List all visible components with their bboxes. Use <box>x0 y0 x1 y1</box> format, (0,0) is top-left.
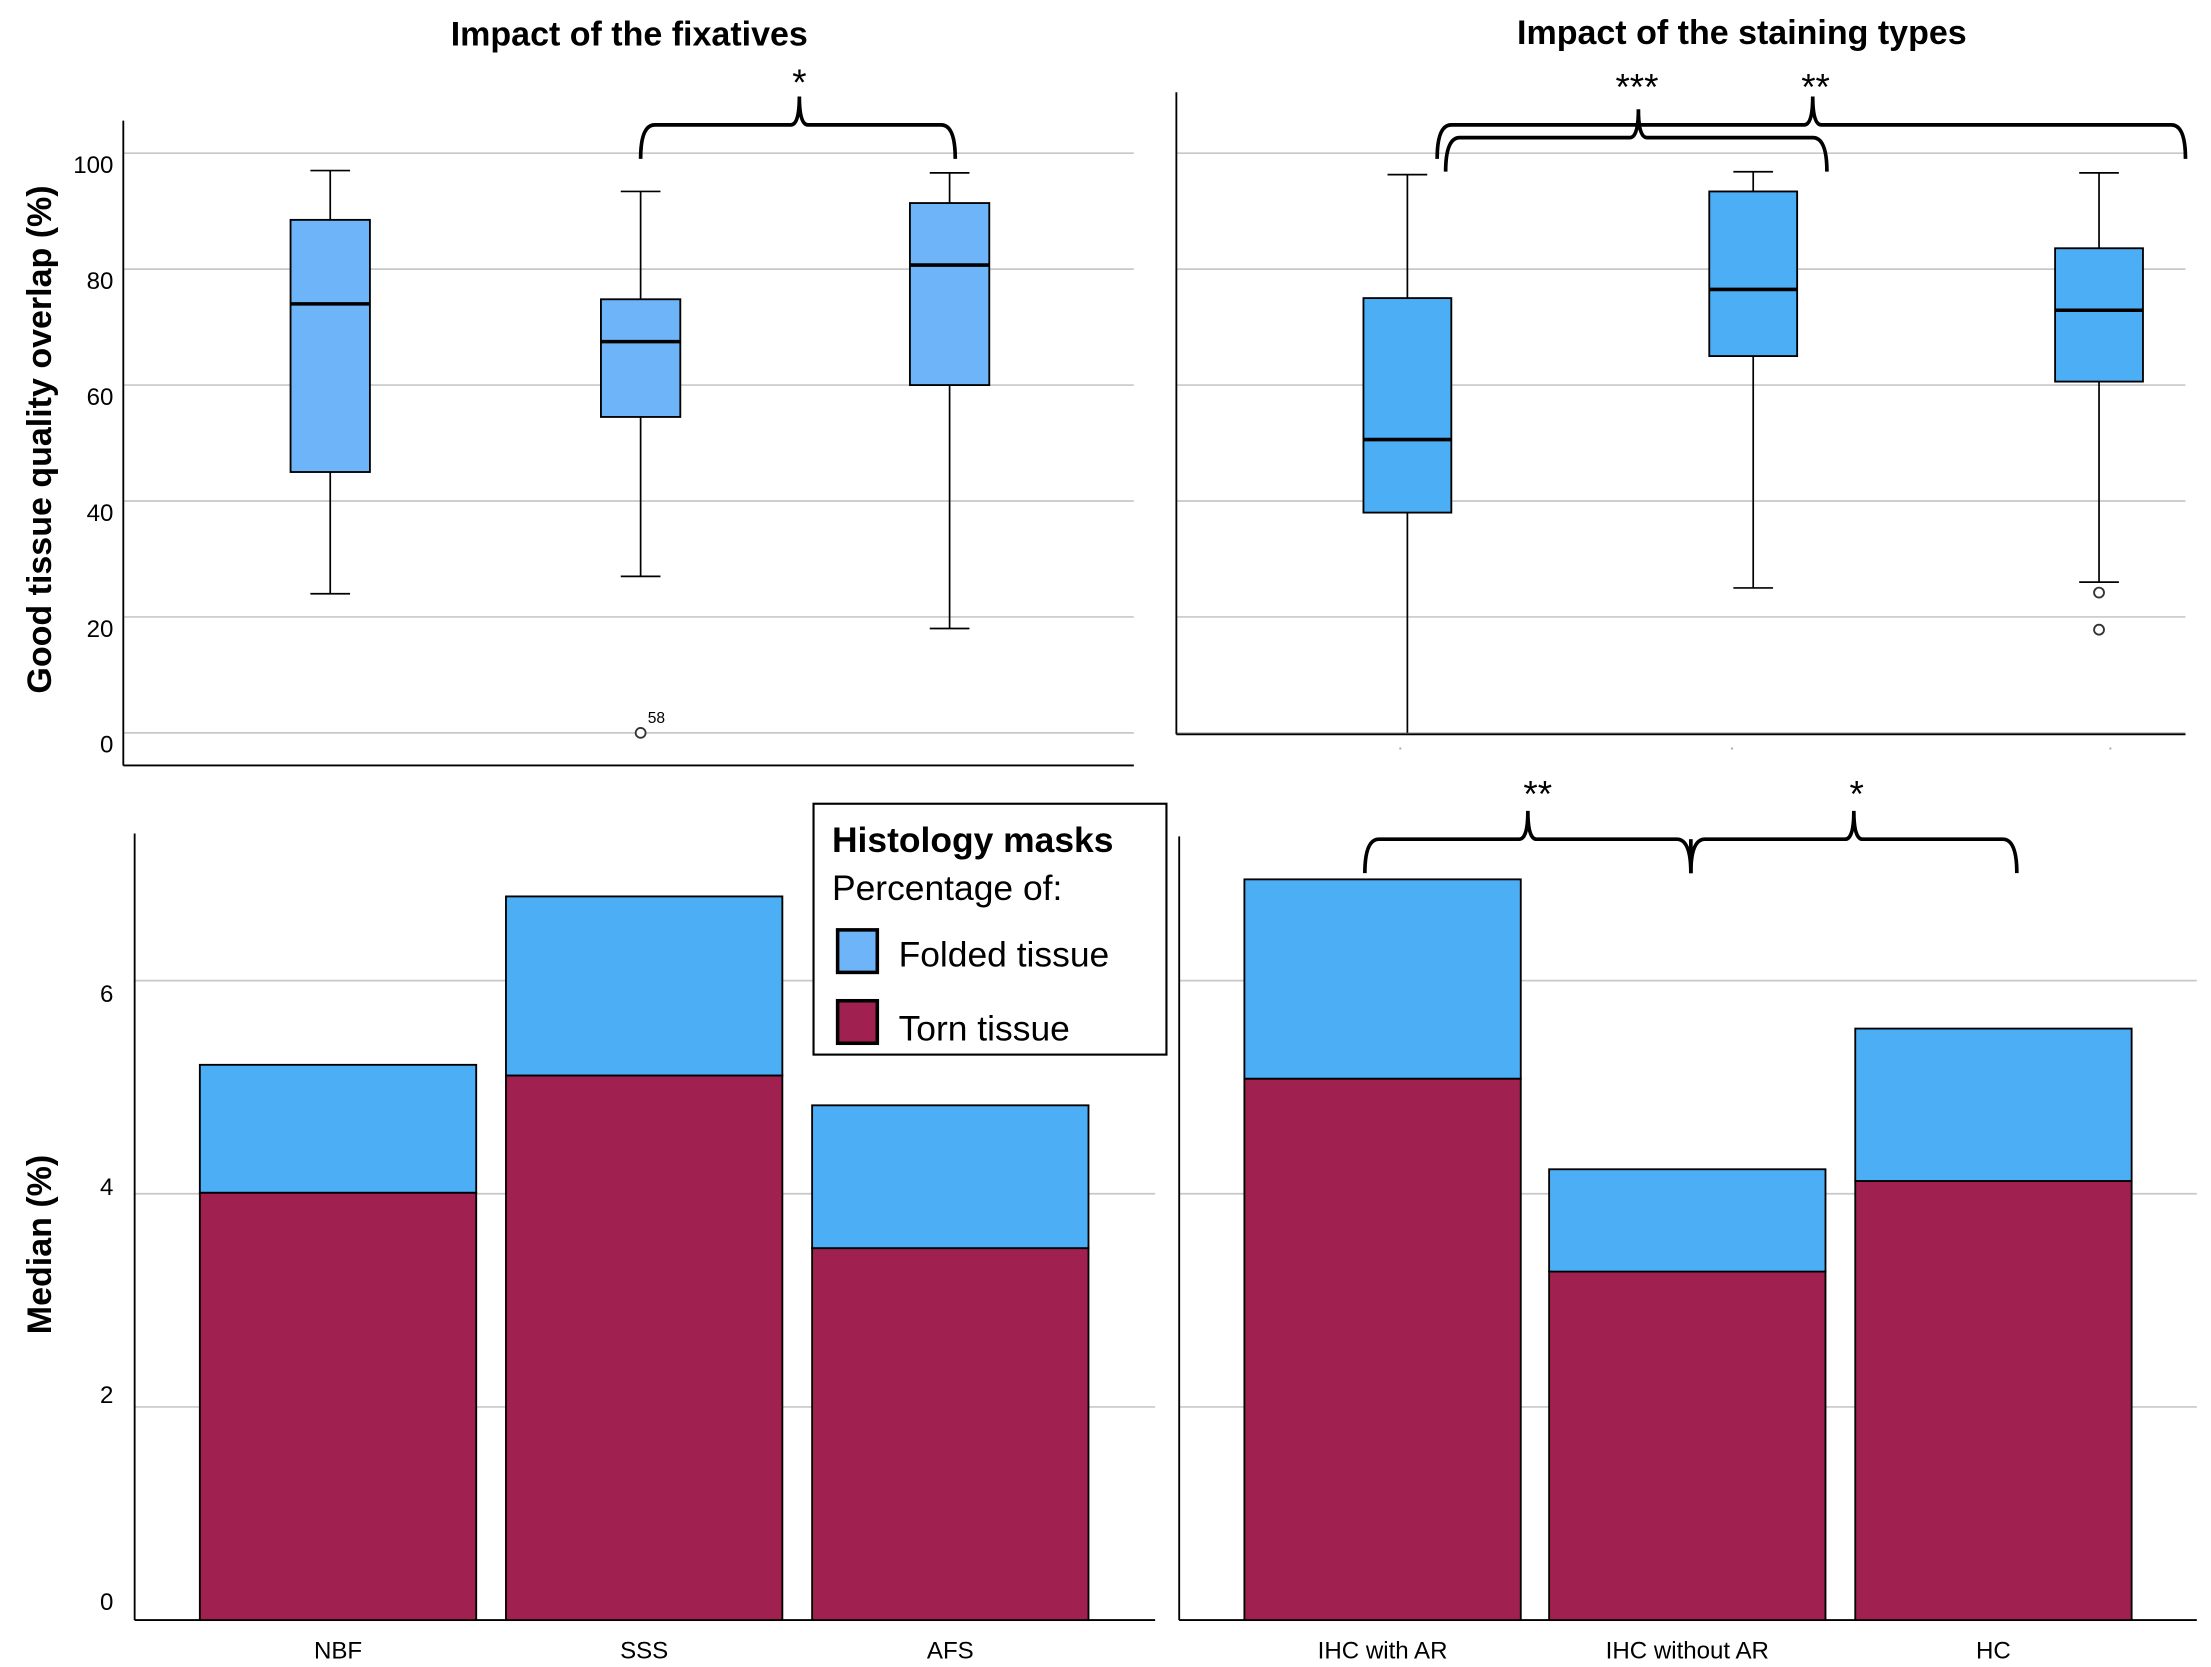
y-tick-label: 0 <box>100 1589 113 1616</box>
y-tick-label: 20 <box>87 616 114 643</box>
bar-folded-AFS <box>811 1104 1090 1250</box>
significance-label: ** <box>1801 66 1830 107</box>
legend: Histology masks Percentage of: Folded ti… <box>812 802 1168 1056</box>
legend-label-torn: Torn tissue <box>899 1008 1070 1048</box>
y-axis-label-overlap: Good tissue quality overlap (%) <box>21 185 59 693</box>
y-tick-label: 60 <box>87 384 114 411</box>
bar-torn-AFS <box>811 1247 1090 1622</box>
legend-label-folded: Folded tissue <box>899 935 1110 975</box>
y-tick-label: 80 <box>87 268 114 295</box>
box-AFS <box>908 202 991 386</box>
outlier-point <box>2093 623 2105 636</box>
outlier-label: 58 <box>648 710 665 727</box>
significance-bracket <box>1689 810 2019 874</box>
bar-folded-NBF <box>198 1063 478 1194</box>
box-HC <box>2054 247 2144 383</box>
box-IHC-without-AR <box>1708 190 1799 358</box>
significance-bracket <box>1443 109 1829 172</box>
box-NBF <box>289 218 371 473</box>
outlier-point <box>634 726 647 739</box>
legend-swatch-torn <box>835 998 880 1046</box>
significance-bracket <box>1363 810 1693 874</box>
x-tick-mark <box>2109 747 2112 750</box>
y-tick-label: 6 <box>100 981 113 1008</box>
bar-torn-IHC-with-AR <box>1243 1077 1522 1622</box>
x-tick-label: SSS <box>620 1637 668 1664</box>
y-tick-label: 0 <box>100 732 113 759</box>
significance-label: * <box>1850 774 1864 815</box>
y-tick-label: 40 <box>87 500 114 527</box>
box-IHC-with-AR <box>1362 297 1453 514</box>
box-SSS <box>600 298 682 418</box>
significance-label: ** <box>1523 774 1552 815</box>
bar-folded-HC <box>1854 1027 2133 1182</box>
bar-torn-HC <box>1854 1180 2133 1622</box>
bar-torn-SSS <box>505 1074 784 1622</box>
bar-folded-SSS <box>505 895 784 1077</box>
legend-subtitle: Percentage of: <box>832 868 1062 908</box>
outlier-point <box>2093 586 2105 599</box>
x-tick-label: AFS <box>927 1637 974 1664</box>
bar-folded-IHC-with-AR <box>1243 878 1522 1080</box>
x-tick-label: HC <box>1976 1637 2011 1664</box>
bar-folded-IHC-without-AR <box>1548 1168 1827 1273</box>
y-tick-label: 2 <box>100 1382 113 1409</box>
significance-bracket <box>1435 96 2188 159</box>
title-staining: Impact of the staining types <box>1517 14 1967 52</box>
significance-label: * <box>792 62 806 103</box>
legend-title: Histology masks <box>832 820 1114 860</box>
x-tick-mark <box>1730 747 1734 750</box>
x-tick-label: NBF <box>314 1637 362 1664</box>
y-tick-label: 100 <box>73 152 113 179</box>
x-tick-mark <box>1399 747 1402 750</box>
x-tick-label: IHC without AR <box>1606 1637 1769 1664</box>
significance-label: *** <box>1615 66 1658 107</box>
bar-torn-IHC-without-AR <box>1548 1270 1827 1622</box>
x-tick-label: IHC with AR <box>1318 1637 1448 1664</box>
y-axis-label-median: Median (%) <box>21 1155 59 1334</box>
y-tick-label: 4 <box>100 1174 113 1201</box>
bar-torn-NBF <box>198 1191 478 1622</box>
legend-swatch-folded <box>835 928 880 975</box>
significance-bracket <box>638 96 958 159</box>
title-fixatives: Impact of the fixatives <box>451 15 808 53</box>
